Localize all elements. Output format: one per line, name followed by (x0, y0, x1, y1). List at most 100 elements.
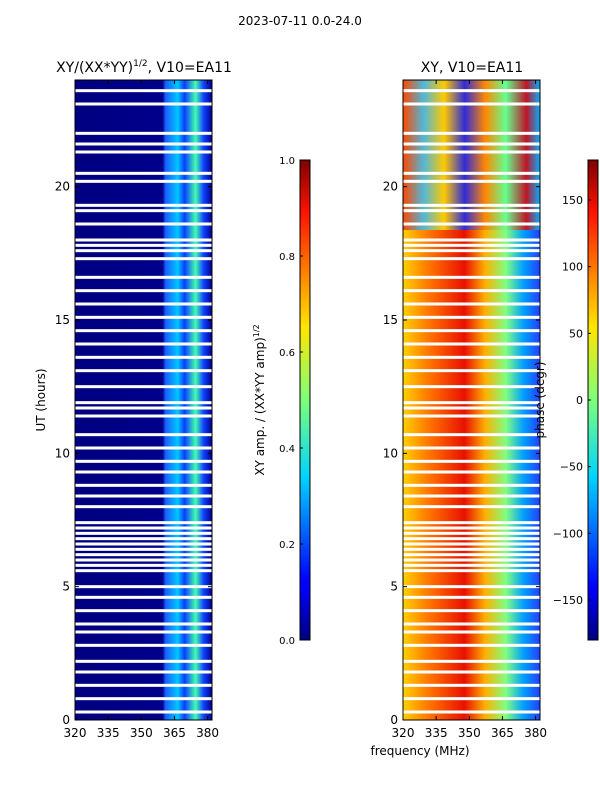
phase-flagged-row (403, 289, 540, 293)
phase-flagged-row (403, 569, 540, 573)
amp-x-tick-label: 365 (163, 726, 186, 740)
amp-flagged-row (75, 342, 212, 346)
phase-flagged-row (403, 670, 540, 674)
phase-flagged-row (403, 483, 540, 487)
amp-flagged-row (75, 547, 212, 551)
phase-x-tick-label: 320 (392, 726, 415, 740)
phase-flagged-row (403, 131, 540, 135)
amp-flagged-row (75, 289, 212, 293)
amp-flagged-row (75, 222, 212, 226)
phase-flagged-row (403, 505, 540, 509)
amp-flagged-row (75, 355, 212, 359)
phase-flagged-row (403, 249, 540, 253)
phase-x-ticks: 320 335 350 365 380 (392, 80, 547, 740)
amp-flagged-row (75, 569, 212, 573)
phase-panel: 320 335 350 365 380 0 5 10 15 20 XY, V10=EA11 (383, 60, 547, 740)
phase-flagged-row (403, 342, 540, 346)
amp-flagged-row (75, 609, 212, 613)
phase-flagged-row (403, 697, 540, 701)
amp-flagged-row (75, 329, 212, 333)
phase-flagged-row (403, 401, 540, 405)
phase-y-tick-label: 15 (383, 313, 398, 327)
phase-colorbar-tick-label: 100 (562, 261, 583, 274)
amp-colorbar-tick-label: 0.4 (279, 444, 295, 455)
amp-flagged-row (75, 102, 212, 106)
phase-flagged-row (403, 414, 540, 418)
amp-x-tick-label: 335 (97, 726, 120, 740)
amp-flagged-row (75, 585, 212, 589)
amp-flagged-row (75, 697, 212, 701)
phase-flagged-row (403, 369, 540, 373)
amp-flagged-row (75, 369, 212, 373)
phase-flagged-row (403, 179, 540, 183)
amp-x-tick-label: 380 (196, 726, 219, 740)
phase-axes-frame (402, 79, 541, 721)
phase-flagged-row (403, 609, 540, 613)
amp-flagged-row (75, 414, 212, 418)
figure-suptitle: 2023-07-11 0.0-24.0 (238, 14, 362, 28)
phase-flagged-row (403, 531, 540, 535)
amp-flagged-row (75, 150, 212, 154)
phase-flagged-row (403, 355, 540, 359)
amp-flagged-row (75, 710, 212, 714)
amp-flagged-row (75, 243, 212, 247)
amp-y-tick-label: 15 (55, 313, 70, 327)
amp-flagged-row (75, 553, 212, 557)
amp-flagged-row (75, 406, 212, 410)
amp-flagged-row (75, 315, 212, 319)
amp-flagged-row (75, 531, 212, 535)
amp-panel: 320 335 350 365 380 0 5 10 15 20 XY/(XX*YY)1/2, … (34, 59, 232, 740)
amp-heatmap (75, 80, 212, 720)
amp-flagged-row (75, 238, 212, 242)
amp-title: XY/(XX*YY)1/2, V10=EA11 (56, 59, 232, 76)
shared-xlabel: frequency (MHz) (370, 744, 469, 758)
phase-colorbar-label: phase (degr) (533, 362, 547, 439)
phase-flagged-row (403, 537, 540, 541)
amp-y-tick-label: 20 (55, 180, 70, 194)
phase-flagged-row (403, 683, 540, 687)
amp-flagged-row (75, 203, 212, 207)
phase-colorbar-ticks: −150 −100 −50 0 50 100 150 (553, 194, 591, 607)
amp-flagged-row (75, 209, 212, 213)
amp-flagged-row (75, 142, 212, 146)
amp-flagged-row (75, 249, 212, 253)
amp-flagged-row (75, 537, 212, 541)
amp-flagged-row (75, 401, 212, 405)
amp-colorbar-tick-label: 0.0 (279, 636, 295, 647)
phase-x-tick-label: 335 (425, 726, 448, 740)
amp-flagged-row (75, 622, 212, 626)
amp-colorbar-tick-label: 0.8 (279, 252, 295, 263)
amp-flagged-row (75, 89, 212, 93)
phase-flagged-row (403, 558, 540, 562)
amp-y-ticks: 0 5 10 15 20 (55, 180, 212, 727)
phase-flagged-row (403, 470, 540, 474)
amp-colorbar-tick-label: 0.6 (279, 348, 295, 359)
amp-flagged-row (75, 483, 212, 487)
phase-flagged-row (403, 315, 540, 319)
phase-flagged-rows (403, 89, 540, 714)
phase-flagged-row (403, 385, 540, 389)
phase-flagged-row (403, 142, 540, 146)
phase-flagged-row (403, 494, 540, 498)
phase-x-tick-label: 380 (524, 726, 547, 740)
phase-flagged-row (403, 171, 540, 175)
amp-flagged-row (75, 595, 212, 599)
phase-flagged-row (403, 222, 540, 226)
phase-title: XY, V10=EA11 (421, 60, 523, 76)
amp-flagged-row (75, 302, 212, 306)
amp-colorbar-gradient (299, 159, 311, 641)
amp-flagged-rows (75, 89, 212, 714)
amp-colorbar: 0.0 0.2 0.4 0.6 0.8 1.0 XY amp. / (XX*YY amp)… (252, 156, 311, 647)
amp-flagged-row (75, 542, 212, 546)
phase-y-tick-label: 20 (383, 180, 398, 194)
phase-colorbar: −150 −100 −50 0 50 100 150 phase (degr) (533, 159, 599, 641)
phase-flagged-row (403, 630, 540, 634)
phase-flagged-row (403, 89, 540, 93)
phase-y-tick-label: 10 (383, 446, 398, 460)
phase-flagged-row (403, 243, 540, 247)
amp-y-tick-label: 5 (62, 580, 70, 594)
amp-flagged-row (75, 670, 212, 674)
amp-colorbar-label: XY amp. / (XX*YY amp)1/2 (252, 324, 267, 475)
phase-flagged-row (403, 238, 540, 242)
phase-colorbar-tick-label: −150 (553, 594, 583, 607)
